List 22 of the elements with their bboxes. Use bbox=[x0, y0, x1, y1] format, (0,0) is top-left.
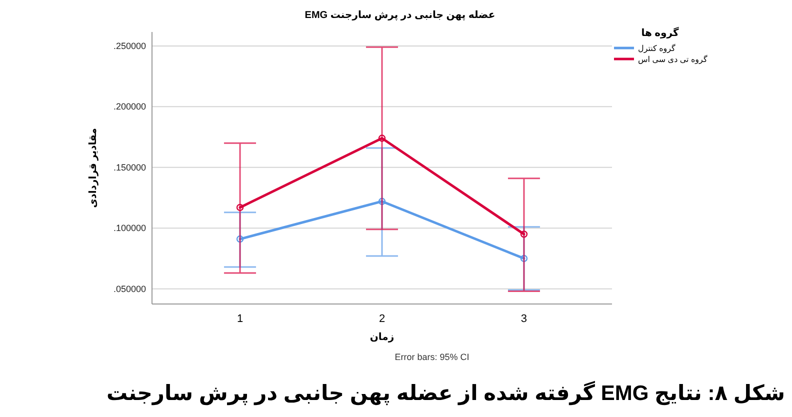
point bbox=[236, 204, 244, 212]
y-tick-label: .100000 bbox=[113, 223, 146, 234]
y-tick-label: .150000 bbox=[113, 162, 146, 172]
legend-title: گروه ها bbox=[641, 26, 679, 39]
legend-label: گروه کنترل bbox=[638, 43, 676, 53]
y-tick-label: .050000 bbox=[113, 284, 146, 294]
point bbox=[520, 254, 528, 262]
chart-title: عضله پهن جانبی در پرش سارجنت EMG bbox=[304, 10, 496, 21]
text: Error bars: 95% CI bbox=[394, 352, 470, 362]
y-tick-label: .200000 bbox=[113, 102, 146, 112]
point bbox=[378, 198, 386, 205]
x-tick-label: 3 bbox=[520, 313, 528, 325]
point bbox=[378, 134, 386, 142]
y-tick-label: .250000 bbox=[113, 40, 146, 51]
x-axis-title: زمان bbox=[370, 332, 394, 343]
point bbox=[520, 230, 528, 238]
legend-label: گروه تی دی سی اس bbox=[638, 54, 708, 64]
text: شکل ۸: نتایج EMG گرفته شده از عضله پهن جانبی در پرش سارجنت bbox=[106, 380, 785, 406]
x-tick-label: 2 bbox=[378, 313, 386, 325]
y-axis-title: مقادیر قراردادی bbox=[88, 128, 99, 208]
x-tick-label: 1 bbox=[236, 313, 244, 325]
point bbox=[236, 235, 244, 243]
